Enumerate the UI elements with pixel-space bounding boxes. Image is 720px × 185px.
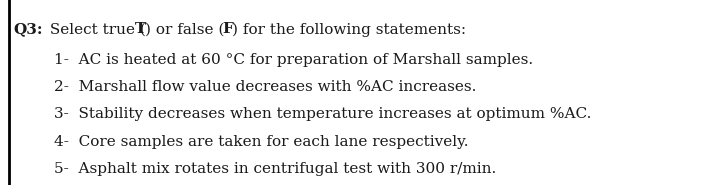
Text: Q3:: Q3: — [13, 22, 42, 36]
Text: 2-  Marshall flow value decreases with %AC increases.: 2- Marshall flow value decreases with %A… — [54, 80, 477, 94]
Text: 5-  Asphalt mix rotates in centrifugal test with 300 r/min.: 5- Asphalt mix rotates in centrifugal te… — [54, 162, 496, 176]
Text: Select true (: Select true ( — [45, 22, 145, 36]
Text: ) for the following statements:: ) for the following statements: — [232, 22, 466, 37]
Text: ) or false (: ) or false ( — [145, 22, 225, 36]
Text: 1-  AC is heated at 60 °C for preparation of Marshall samples.: 1- AC is heated at 60 °C for preparation… — [54, 53, 533, 67]
Text: 4-  Core samples are taken for each lane respectively.: 4- Core samples are taken for each lane … — [54, 135, 469, 149]
Text: 3-  Stability decreases when temperature increases at optimum %AC.: 3- Stability decreases when temperature … — [54, 107, 591, 122]
Text: T: T — [135, 22, 147, 36]
Text: F: F — [222, 22, 233, 36]
